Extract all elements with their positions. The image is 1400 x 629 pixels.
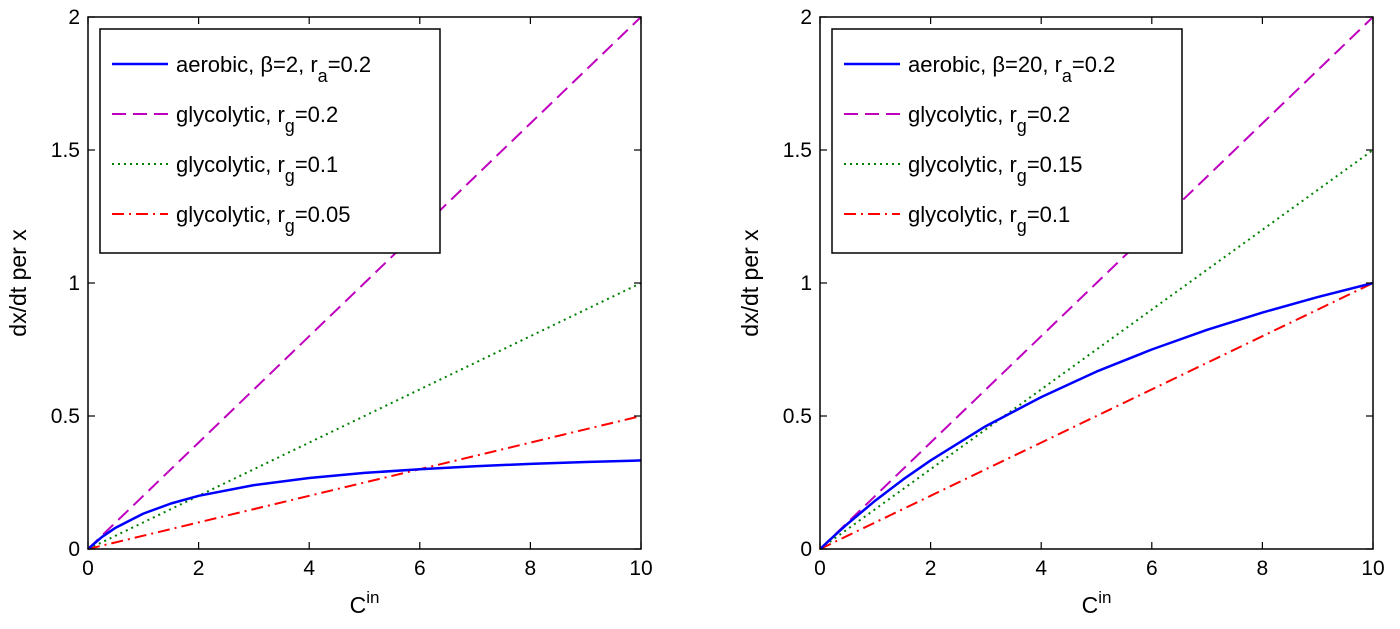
- y-tick-label: 1.5: [51, 139, 80, 162]
- y-tick-label: 1: [800, 272, 812, 295]
- legend-label-4: glycolytic, rg=0.05: [176, 202, 350, 236]
- y-tick-label: 0.5: [51, 405, 80, 428]
- legend-label-4: glycolytic, rg=0.1: [908, 202, 1070, 236]
- x-tick-label: 4: [303, 557, 315, 580]
- x-tick-label: 10: [629, 557, 652, 580]
- series-line-2: [87, 16, 642, 550]
- chart-panel-2: 0 2 4 6 8 10 0 0.5 1 1.5 2 Cin dx/dt per x aerobic, β…: [737, 6, 1385, 618]
- legend: aerobic, β=2, ra=0.2 glycolytic, rg=0.2 gl…: [99, 28, 441, 254]
- legend-label-1: aerobic, β=2, ra=0.2: [176, 52, 371, 86]
- legend-box: [831, 28, 1183, 254]
- y-tick-label: 0.5: [783, 405, 812, 428]
- legend-label-2: glycolytic, rg=0.2: [908, 102, 1070, 136]
- legend-label-2: glycolytic, rg=0.2: [176, 102, 338, 136]
- chart-panel-1: 0 2 4 6 8 10 0 0.5 1 1.5 2 Cin dx/dt per x aerobic, β…: [5, 6, 653, 618]
- legend-label-3: glycolytic, rg=0.15: [908, 152, 1082, 186]
- legend: aerobic, β=20, ra=0.2 glycolytic, rg=0.2 g…: [831, 28, 1183, 254]
- x-tick-label: 2: [193, 557, 205, 580]
- x-tick-label: 0: [82, 557, 94, 580]
- x-tick-label: 6: [1146, 557, 1158, 580]
- series-line-3: [819, 149, 1374, 550]
- legend-label-1: aerobic, β=20, ra=0.2: [908, 52, 1115, 86]
- y-tick-label: 0: [68, 538, 80, 561]
- x-tick-label: 2: [925, 557, 937, 580]
- x-tick-label: 8: [1257, 557, 1269, 580]
- y-axis-title: dx/dt per x: [5, 229, 31, 337]
- x-axis-title: Cin: [350, 588, 380, 618]
- x-axis-title: Cin: [1082, 588, 1112, 618]
- x-tick-label: 10: [1361, 557, 1384, 580]
- series-line-3: [87, 282, 642, 550]
- y-axis-title: dx/dt per x: [737, 229, 763, 337]
- series-line-1: [819, 281, 1374, 550]
- series-line-4: [87, 415, 642, 550]
- y-tick-label: 2: [68, 6, 80, 29]
- x-tick-label: 0: [814, 557, 826, 580]
- y-tick-label: 1: [68, 272, 80, 295]
- y-tick-label: 0: [800, 538, 812, 561]
- x-tick-label: 6: [414, 557, 426, 580]
- legend-box: [99, 28, 441, 254]
- legend-label-3: glycolytic, rg=0.1: [176, 152, 338, 186]
- x-tick-label: 8: [525, 557, 537, 580]
- series-line-2: [819, 16, 1374, 550]
- series-line-4: [819, 282, 1374, 550]
- x-tick-label: 4: [1035, 557, 1047, 580]
- y-tick-label: 2: [800, 6, 812, 29]
- y-tick-label: 1.5: [783, 139, 812, 162]
- series-line-1: [87, 459, 642, 550]
